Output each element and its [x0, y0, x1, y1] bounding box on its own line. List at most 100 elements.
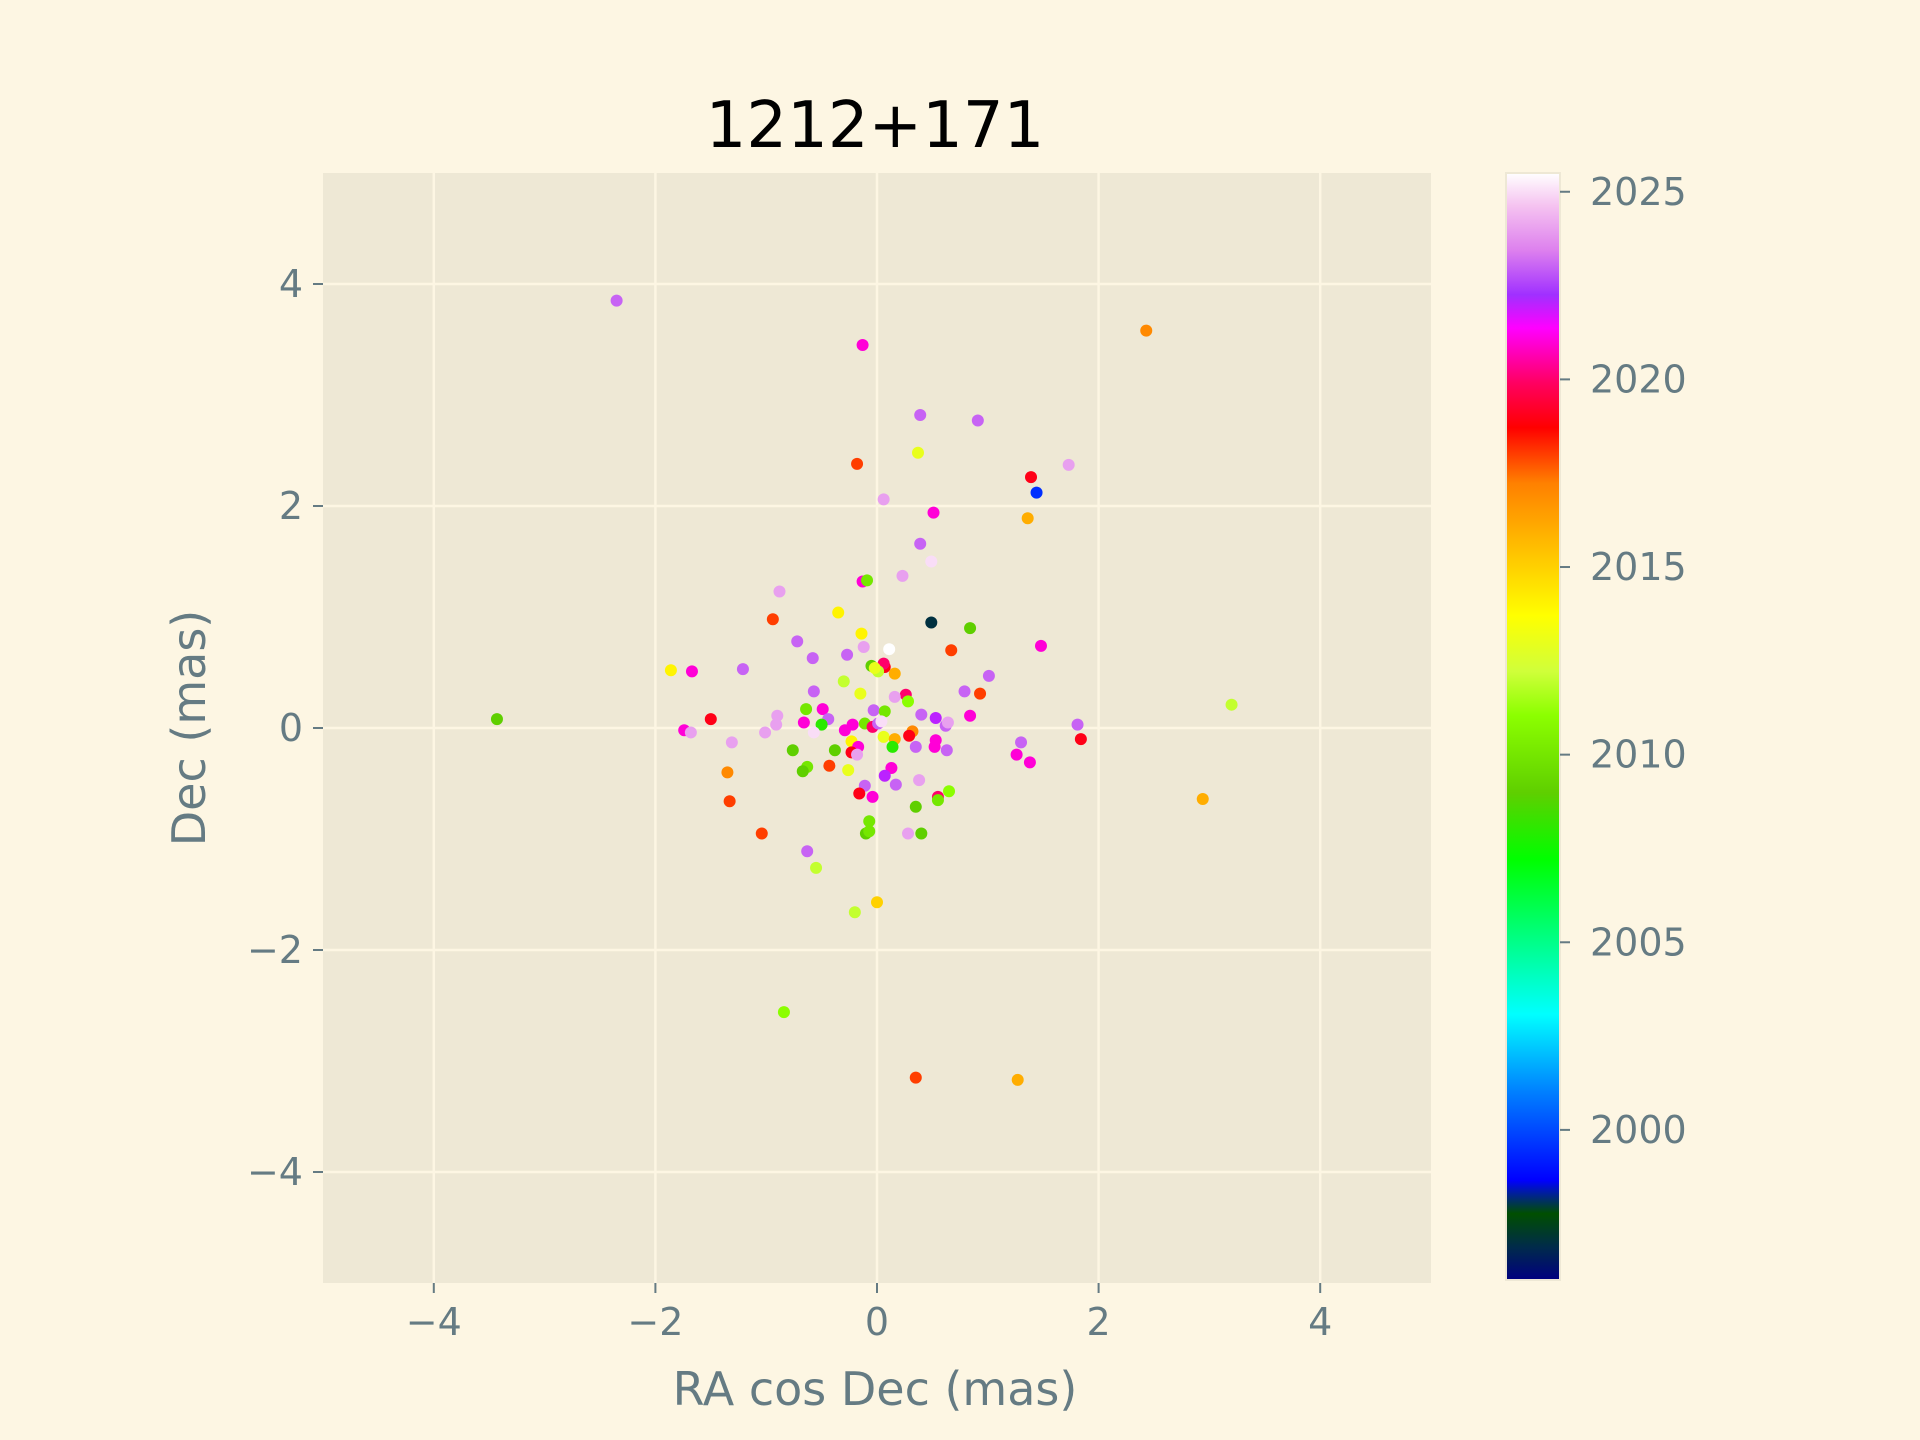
- x-tick-label: 4: [1308, 1300, 1332, 1344]
- data-point: [791, 635, 804, 648]
- data-point: [878, 705, 891, 718]
- data-point: [883, 643, 896, 656]
- data-point: [725, 736, 738, 749]
- data-point: [927, 506, 940, 519]
- data-point: [964, 622, 977, 635]
- data-point: [982, 669, 995, 682]
- data-point: [796, 765, 809, 778]
- data-point: [857, 640, 870, 653]
- data-point: [915, 708, 928, 721]
- data-point: [1196, 793, 1209, 806]
- data-point: [800, 703, 813, 716]
- data-points: [490, 294, 1238, 1086]
- data-point: [704, 713, 717, 726]
- data-point: [861, 574, 874, 587]
- data-point: [777, 1006, 790, 1019]
- data-point: [806, 652, 819, 665]
- data-point: [971, 414, 984, 427]
- data-point: [886, 740, 899, 753]
- data-point: [888, 690, 901, 703]
- data-point: [1062, 458, 1075, 471]
- data-point: [723, 795, 736, 808]
- data-point: [755, 827, 768, 840]
- data-point: [855, 627, 868, 640]
- data-point: [909, 1071, 922, 1084]
- data-point: [1015, 736, 1028, 749]
- data-point: [828, 744, 841, 757]
- data-point: [914, 408, 927, 421]
- data-point: [773, 585, 786, 598]
- data-point: [896, 569, 909, 582]
- data-point: [838, 724, 851, 737]
- x-tick-label: −4: [406, 1300, 462, 1344]
- colorbar-ticks: 2000 2005 2010 2015 2020 2025: [1560, 170, 1687, 1152]
- data-point: [786, 744, 799, 757]
- data-point: [1010, 748, 1023, 761]
- data-point: [914, 537, 927, 550]
- data-point: [766, 613, 779, 626]
- y-tick-label: −2: [247, 928, 303, 972]
- data-point: [490, 713, 503, 726]
- data-point: [913, 774, 926, 787]
- data-point: [888, 667, 901, 680]
- y-tick-label: −4: [247, 1150, 303, 1194]
- data-point: [685, 665, 698, 678]
- data-point: [1023, 756, 1036, 769]
- data-point: [945, 644, 958, 657]
- data-point: [721, 766, 734, 779]
- data-point: [902, 695, 915, 708]
- data-point: [841, 648, 854, 661]
- data-point: [878, 769, 891, 782]
- data-point: [941, 716, 954, 729]
- data-point: [866, 790, 879, 803]
- data-point: [664, 664, 677, 677]
- data-point: [1225, 698, 1238, 711]
- data-point: [832, 606, 845, 619]
- data-point: [815, 718, 828, 731]
- colorbar-tick-label: 2025: [1590, 170, 1687, 214]
- data-point: [877, 493, 890, 506]
- data-point: [823, 759, 836, 772]
- y-tick-label: 0: [279, 706, 303, 750]
- data-point: [684, 726, 697, 739]
- data-point: [770, 718, 783, 731]
- data-point: [1025, 471, 1038, 484]
- data-point: [964, 709, 977, 722]
- data-point: [885, 761, 898, 774]
- colorbar-tick-label: 2020: [1590, 357, 1687, 401]
- colorbar-tick-label: 2005: [1590, 920, 1687, 964]
- data-point: [868, 662, 881, 675]
- data-point: [909, 800, 922, 813]
- data-point: [797, 716, 810, 729]
- data-point: [1030, 486, 1043, 499]
- data-point: [842, 764, 855, 777]
- data-point: [801, 845, 814, 858]
- data-point: [807, 726, 820, 739]
- data-point: [974, 687, 987, 700]
- data-point: [1034, 639, 1047, 652]
- colorbar-tick-label: 2000: [1590, 1108, 1687, 1152]
- colorbar-tick-label: 2015: [1590, 545, 1687, 589]
- data-point: [810, 861, 823, 874]
- data-point: [915, 827, 928, 840]
- data-point: [1074, 733, 1087, 746]
- data-point: [867, 704, 880, 717]
- data-point: [925, 616, 938, 629]
- data-point: [863, 825, 876, 838]
- data-point: [863, 815, 876, 828]
- data-point: [1071, 718, 1084, 731]
- data-point: [736, 663, 749, 676]
- data-point: [925, 555, 938, 568]
- colorbar: [1505, 172, 1561, 1281]
- y-tick-label: 4: [279, 262, 303, 306]
- data-point: [1140, 324, 1153, 337]
- data-point: [929, 712, 942, 725]
- data-point: [853, 787, 866, 800]
- data-point: [911, 446, 924, 459]
- y-axis-label: Dec (mas): [162, 610, 216, 847]
- data-point: [1021, 512, 1034, 525]
- data-point: [875, 715, 888, 728]
- data-point: [889, 778, 902, 791]
- data-point: [851, 748, 864, 761]
- x-tick-label: 2: [1087, 1300, 1111, 1344]
